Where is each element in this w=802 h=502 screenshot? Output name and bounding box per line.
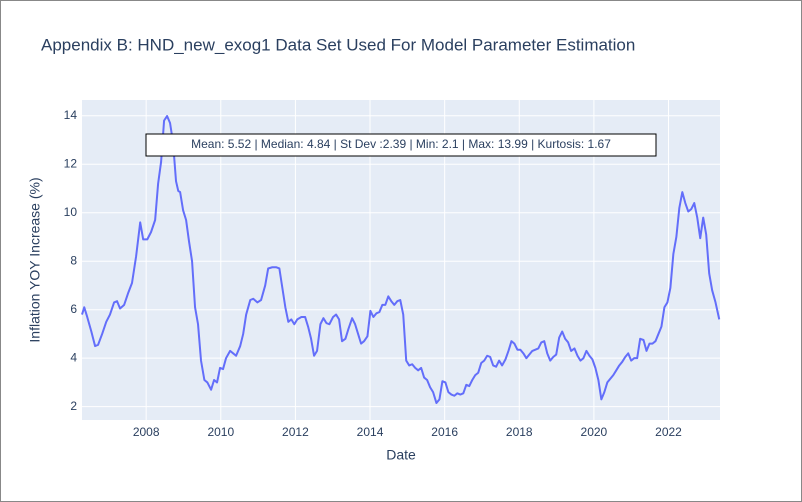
y-tick-label: 10 xyxy=(64,205,78,219)
x-tick-label: 2018 xyxy=(506,425,533,439)
chart-title: Appendix B: HND_new_exog1 Data Set Used … xyxy=(41,35,635,54)
y-axis-title: Inflation YOY Increase (%) xyxy=(27,177,43,342)
y-tick-label: 8 xyxy=(70,253,77,267)
x-tick-label: 2012 xyxy=(282,425,309,439)
y-tick-label: 4 xyxy=(70,350,77,364)
x-tick-label: 2014 xyxy=(357,425,384,439)
y-tick-label: 6 xyxy=(70,302,77,316)
y-tick-label: 14 xyxy=(64,108,78,122)
x-tick-label: 2020 xyxy=(581,425,608,439)
x-tick-label: 2008 xyxy=(133,425,160,439)
y-tick-label: 2 xyxy=(70,399,77,413)
x-tick-label: 2010 xyxy=(207,425,234,439)
x-tick-label: 2022 xyxy=(655,425,682,439)
annotation-box xyxy=(145,133,657,157)
x-tick-label: 2016 xyxy=(431,425,458,439)
x-axis-title: Date xyxy=(386,447,416,463)
line-series xyxy=(81,115,721,405)
y-tick-label: 12 xyxy=(64,156,78,170)
annotation: Mean: 5.52 | Median: 4.84 | St Dev :2.39… xyxy=(191,137,611,151)
